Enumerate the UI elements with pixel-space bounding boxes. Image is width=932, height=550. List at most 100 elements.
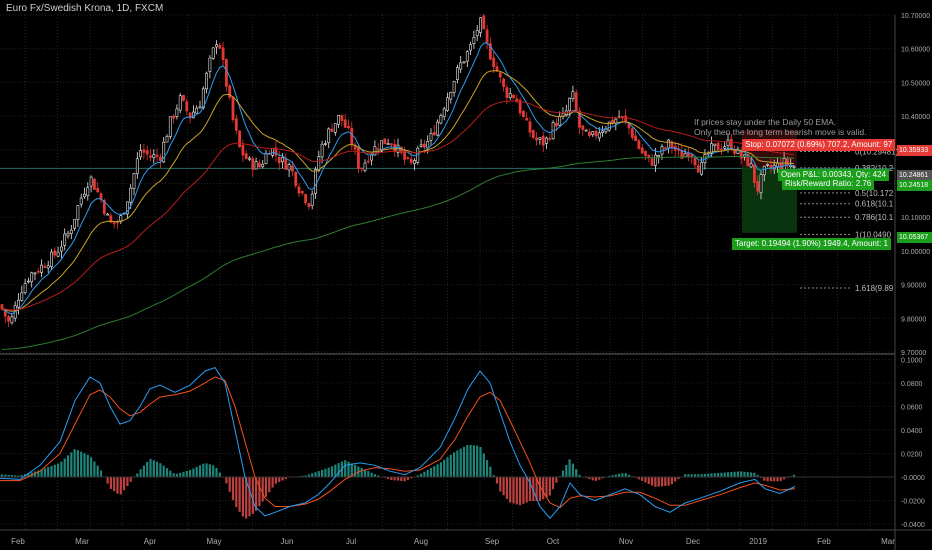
histogram-bar (601, 477, 604, 479)
histogram-bar (169, 470, 172, 478)
histogram-bar (647, 477, 650, 485)
histogram-bar (720, 472, 723, 478)
target-label[interactable]: Target: 0.19494 (1.90%) 1949.4, Amount: … (732, 238, 891, 250)
candle-body (320, 143, 324, 158)
candle-body (241, 144, 245, 156)
time-axis-label: Apr (144, 537, 157, 546)
stop-label[interactable]: Stop: 0.07072 (0.69%) 707.2, Amount: 97 (742, 139, 896, 151)
histogram-bar (189, 469, 192, 478)
price-axis-label: 9.90000 (901, 283, 926, 290)
candle-body (261, 163, 265, 168)
histogram-bar (420, 473, 423, 478)
histogram-bar (651, 477, 654, 486)
histogram-bar (165, 468, 169, 478)
histogram-bar (195, 466, 198, 478)
candles (0, 13, 796, 327)
histogram-bar (578, 474, 581, 478)
histogram-bar (644, 477, 647, 483)
candle-body (696, 165, 700, 173)
time-axis-label: Jun (281, 537, 294, 546)
histogram-bar (373, 474, 376, 478)
candle-body (294, 171, 298, 187)
candle-body (182, 95, 185, 101)
histogram-bar (47, 467, 50, 478)
candle-body (700, 161, 704, 175)
candle-body (0, 304, 4, 310)
candle-body (281, 157, 284, 163)
candle-body (208, 57, 212, 72)
candle-body (36, 271, 40, 273)
histogram-bar (469, 444, 472, 478)
candle-body (225, 59, 228, 87)
histogram-bar (522, 477, 525, 504)
annotation-line-2: Only then the long term bearish move is … (694, 126, 867, 137)
histogram-bar (53, 464, 56, 478)
candle-body (578, 110, 581, 128)
candle-body (429, 133, 433, 141)
candle-body (155, 154, 159, 157)
histogram-bar (756, 475, 759, 478)
candle-body (403, 151, 407, 160)
histogram-bar (611, 475, 614, 478)
candle-body (465, 51, 469, 62)
candle-body (558, 116, 562, 126)
histogram-bar (674, 477, 677, 482)
chart-annotation: If prices stay under the Daily 50 EMA. O… (694, 117, 904, 137)
histogram-bar (198, 465, 202, 478)
histogram-bar (535, 477, 538, 502)
candle-body (455, 67, 459, 80)
candle-body (317, 156, 321, 171)
candle-body (340, 114, 344, 121)
candle-body (139, 150, 143, 158)
histogram-bar (175, 473, 178, 478)
candle-body (129, 187, 133, 203)
histogram-bar (284, 477, 287, 480)
candle-body (525, 118, 529, 121)
histogram-bar (393, 477, 396, 481)
annotation-line-1: If prices stay under the Daily 50 EMA. (694, 117, 837, 127)
candle-body (205, 72, 209, 90)
rr-label[interactable]: Risk/Reward Ratio: 2.76 (782, 178, 875, 190)
histogram-bar (545, 477, 548, 498)
candle-body (198, 106, 202, 109)
candle-body (175, 108, 179, 117)
histogram-bar (621, 473, 624, 478)
candle-body (178, 95, 182, 111)
histogram-bar (641, 477, 644, 481)
histogram-bar (218, 472, 221, 478)
candle-body (290, 165, 294, 172)
histogram-bar (27, 473, 30, 478)
chart-title: Euro Fx/Swedish Krona, 1D, FXCM (6, 3, 164, 14)
candle-body (366, 160, 370, 163)
histogram-bar (43, 468, 46, 478)
candle-body (604, 128, 608, 133)
candle-body (373, 146, 377, 156)
histogram-bar (63, 458, 66, 478)
histogram-bar (614, 474, 617, 478)
histogram-bar (231, 477, 235, 501)
candle-body (23, 283, 27, 293)
candle-body (531, 130, 535, 138)
histogram-bar (429, 468, 433, 478)
histogram-bar (542, 477, 545, 500)
candle-body (380, 140, 383, 152)
candle-body (640, 147, 644, 154)
candle-body (350, 127, 354, 146)
histogram-bar (492, 475, 495, 478)
histogram-bar (228, 477, 231, 492)
candle-body (406, 157, 410, 160)
fib-level-label: 1.618(9.89 (855, 284, 894, 293)
candle-body (439, 115, 443, 124)
time-axis-label: May (206, 537, 221, 546)
histogram-bar (519, 477, 522, 506)
macd-axis-label: 0.0400 (901, 428, 923, 435)
candle-body (644, 150, 647, 156)
fib-level-label: 1(10.0490 (855, 230, 892, 239)
candle-body (66, 232, 70, 237)
candle-body (620, 115, 624, 118)
histogram-bar (281, 477, 284, 481)
candle-body (554, 122, 558, 127)
candle-body (17, 299, 20, 308)
candle-body (426, 140, 430, 149)
